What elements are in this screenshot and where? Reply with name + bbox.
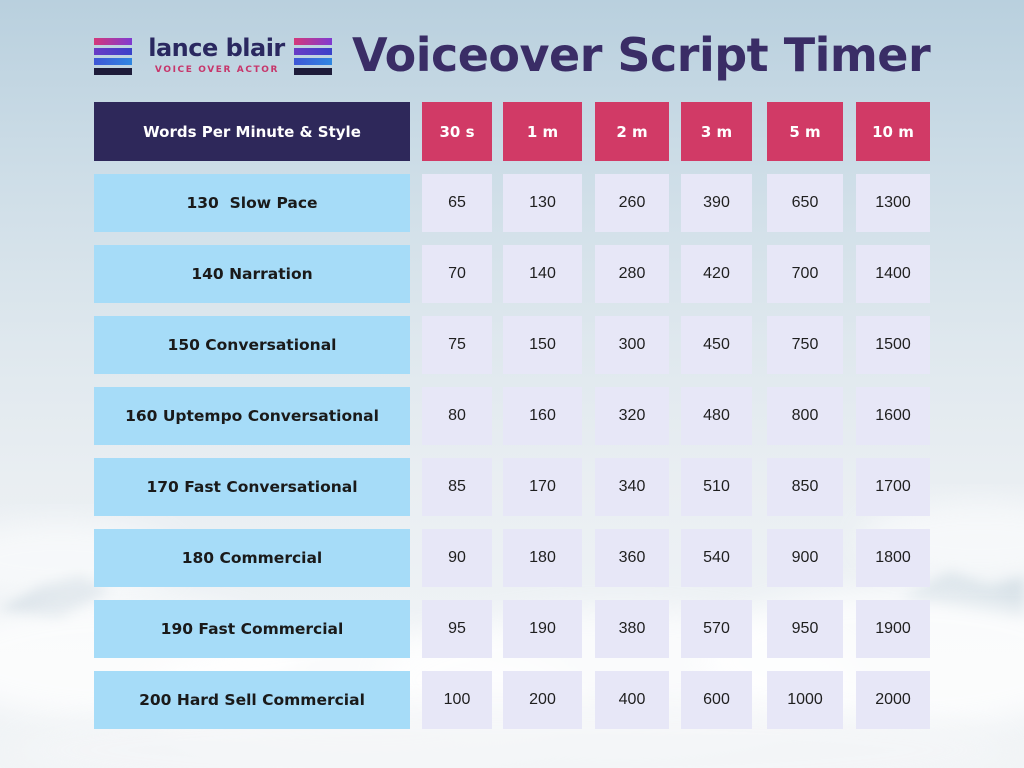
word-count-cell: 140	[503, 245, 582, 303]
word-count-cell: 950	[767, 600, 843, 658]
word-count-cell: 450	[681, 316, 752, 374]
word-count-cell: 300	[595, 316, 669, 374]
logo-name: lance blair	[148, 34, 285, 62]
word-count-cell: 750	[767, 316, 843, 374]
word-count-cell: 360	[595, 529, 669, 587]
word-count-cell: 900	[767, 529, 843, 587]
word-count-cell: 1700	[856, 458, 930, 516]
word-count-cell: 150	[503, 316, 582, 374]
column-header: 5 m	[767, 102, 843, 161]
word-count-cell: 1000	[767, 671, 843, 729]
word-count-cell: 1900	[856, 600, 930, 658]
word-count-cell: 130	[503, 174, 582, 232]
word-count-cell: 400	[595, 671, 669, 729]
row-label: 140 Narration	[94, 245, 410, 303]
word-count-cell: 700	[767, 245, 843, 303]
header-words-per-minute-style: Words Per Minute & Style	[94, 102, 410, 161]
word-count-cell: 1500	[856, 316, 930, 374]
word-count-cell: 1600	[856, 387, 930, 445]
word-count-cell: 280	[595, 245, 669, 303]
word-count-cell: 160	[503, 387, 582, 445]
row-label: 180 Commercial	[94, 529, 410, 587]
column-header: 30 s	[422, 102, 492, 161]
word-count-cell: 85	[422, 458, 492, 516]
word-count-cell: 800	[767, 387, 843, 445]
word-count-cell: 90	[422, 529, 492, 587]
column-header: 1 m	[503, 102, 582, 161]
word-count-cell: 340	[595, 458, 669, 516]
logo-stripes-right-icon	[294, 38, 332, 78]
word-count-cell: 80	[422, 387, 492, 445]
word-count-cell: 540	[681, 529, 752, 587]
word-count-cell: 380	[595, 600, 669, 658]
word-count-cell: 1300	[856, 174, 930, 232]
word-count-cell: 200	[503, 671, 582, 729]
word-count-cell: 320	[595, 387, 669, 445]
word-count-cell: 180	[503, 529, 582, 587]
row-label: 190 Fast Commercial	[94, 600, 410, 658]
word-count-cell: 650	[767, 174, 843, 232]
word-count-cell: 170	[503, 458, 582, 516]
word-count-cell: 65	[422, 174, 492, 232]
logo-subtitle: VOICE OVER ACTOR	[154, 65, 280, 75]
column-header: 2 m	[595, 102, 669, 161]
brand-logo: lance blair VOICE OVER ACTOR	[94, 34, 334, 80]
word-count-cell: 1800	[856, 529, 930, 587]
word-count-cell: 75	[422, 316, 492, 374]
word-count-cell: 2000	[856, 671, 930, 729]
word-count-cell: 100	[422, 671, 492, 729]
word-count-cell: 260	[595, 174, 669, 232]
word-count-cell: 95	[422, 600, 492, 658]
column-header: 3 m	[681, 102, 752, 161]
word-count-cell: 390	[681, 174, 752, 232]
word-count-cell: 1400	[856, 245, 930, 303]
word-count-cell: 420	[681, 245, 752, 303]
row-label: 150 Conversational	[94, 316, 410, 374]
page-title: Voiceover Script Timer	[352, 28, 931, 82]
row-label: 170 Fast Conversational	[94, 458, 410, 516]
row-label: 200 Hard Sell Commercial	[94, 671, 410, 729]
word-count-cell: 480	[681, 387, 752, 445]
word-count-cell: 600	[681, 671, 752, 729]
word-count-cell: 190	[503, 600, 582, 658]
word-count-cell: 510	[681, 458, 752, 516]
logo-stripes-left-icon	[94, 38, 132, 78]
row-label: 160 Uptempo Conversational	[94, 387, 410, 445]
word-count-cell: 570	[681, 600, 752, 658]
row-label: 130 Slow Pace	[94, 174, 410, 232]
column-header: 10 m	[856, 102, 930, 161]
word-count-cell: 70	[422, 245, 492, 303]
word-count-cell: 850	[767, 458, 843, 516]
